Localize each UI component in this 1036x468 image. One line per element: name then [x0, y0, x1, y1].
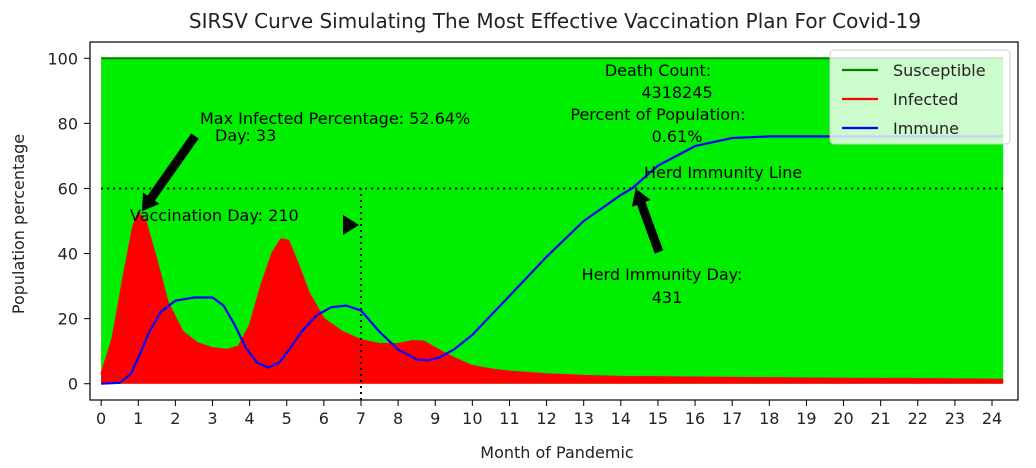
- x-tick-label: 1: [133, 409, 143, 428]
- plot-frame: [89, 41, 1019, 401]
- max-infected-annotation-line-2: Day: 33: [215, 126, 276, 145]
- x-tick-label: 24: [982, 409, 1002, 428]
- x-tick-label: 0: [96, 409, 106, 428]
- chart-title: SIRSV Curve Simulating The Most Effectiv…: [189, 9, 921, 33]
- herd-immunity-line-label: Herd Immunity Line: [644, 163, 802, 182]
- x-tick-label: 12: [536, 409, 556, 428]
- x-tick-label: 9: [430, 409, 440, 428]
- legend-label-infected: Infected: [893, 90, 958, 109]
- x-tick-label: 3: [207, 409, 217, 428]
- immune-line: [101, 135, 1004, 385]
- legend: Susceptible Infected Immune: [829, 49, 1011, 145]
- vaccination-day-annotation-line-1: Vaccination Day: 210: [130, 206, 299, 225]
- x-tick-label: 13: [574, 409, 594, 428]
- x-tick-label: 4: [245, 409, 255, 428]
- y-tick-label: 80: [58, 114, 78, 133]
- x-tick-label: 21: [870, 409, 890, 428]
- death-count-annotation-line-4: 0.61%: [652, 127, 703, 146]
- infected-line: [100, 211, 1004, 381]
- susceptible-area: [101, 58, 1004, 384]
- x-tick-label: 17: [722, 409, 742, 428]
- x-tick-label: 19: [796, 409, 816, 428]
- y-tick-label: 0: [68, 375, 78, 394]
- herd-immunity-day-arrow: [631, 188, 664, 254]
- vaccination-day-arrow: [343, 215, 359, 235]
- x-tick-label: 14: [611, 409, 631, 428]
- x-axis-label: Month of Pandemic: [480, 443, 633, 462]
- x-tick-label: 8: [393, 409, 403, 428]
- x-tick-label: 16: [685, 409, 705, 428]
- x-tick-label: 6: [319, 409, 329, 428]
- x-tick-label: 11: [499, 409, 519, 428]
- legend-box: [829, 49, 1011, 145]
- x-tick-label: 7: [356, 409, 366, 428]
- legend-label-immune: Immune: [893, 119, 959, 138]
- y-tick-label: 20: [58, 310, 78, 329]
- x-tick-label: 2: [170, 409, 180, 428]
- infected-area: [101, 212, 1004, 384]
- x-tick-label: 23: [945, 409, 965, 428]
- y-tick-label: 40: [58, 245, 78, 264]
- death-count-annotation-line-2: 4318245: [641, 83, 712, 102]
- max-infected-annotation-line-1: Max Infected Percentage: 52.64%: [200, 109, 470, 128]
- y-axis-label: Population percentage: [9, 134, 28, 314]
- x-tick-label: 18: [759, 409, 779, 428]
- x-tick-label: 15: [648, 409, 668, 428]
- x-tick-label: 20: [833, 409, 853, 428]
- legend-label-susceptible: Susceptible: [893, 61, 986, 80]
- x-tick-label: 5: [282, 409, 292, 428]
- death-count-annotation-line-3: Percent of Population:: [570, 105, 745, 124]
- x-tick-label: 22: [908, 409, 928, 428]
- herd-immunity-day-annotation-line-1: Herd Immunity Day:: [582, 265, 743, 284]
- max-infected-arrow: [142, 133, 199, 212]
- y-tick-label: 100: [47, 49, 78, 68]
- x-tick-label: 10: [462, 409, 482, 428]
- y-tick-label: 60: [58, 179, 78, 198]
- herd-immunity-day-annotation-line-2: 431: [652, 288, 683, 307]
- death-count-annotation-line-1: Death Count:: [605, 61, 711, 80]
